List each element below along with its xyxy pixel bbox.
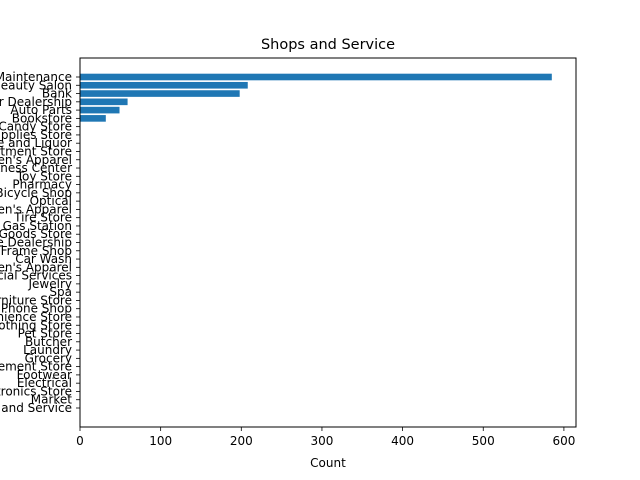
y-tick-label: Market xyxy=(31,393,73,407)
y-tick-label: Convenience Store xyxy=(0,310,72,324)
y-tick-label: Grocery xyxy=(25,351,72,365)
bar xyxy=(80,73,552,81)
y-tick-label: Laundry xyxy=(23,343,72,357)
y-tick-label: Wine and Liquor xyxy=(0,136,72,150)
y-tick-label: Footwear xyxy=(17,368,72,382)
bar xyxy=(80,90,240,97)
y-tick-label: Candy Store xyxy=(0,120,72,134)
x-axis-label: Count xyxy=(310,456,346,470)
y-tick-label: Electrical xyxy=(17,376,72,390)
y-tick-label: Men's Apparel xyxy=(0,202,72,216)
y-tick-label: Women's Apparel xyxy=(0,153,72,167)
y-tick-label: Bicycle Shop xyxy=(0,186,72,200)
x-tick-label: 200 xyxy=(230,434,253,448)
y-tick-label: Clothing Store xyxy=(0,318,72,332)
y-tick-label: Office Supplies Store xyxy=(0,128,72,142)
y-tick-label: Car Wash xyxy=(15,252,72,266)
y-tick-label: Jewelry xyxy=(28,277,73,291)
y-tick-label: Beauty Salon xyxy=(0,78,72,92)
y-tick-label: Butcher xyxy=(25,335,72,349)
y-tick-label: Pharmacy xyxy=(12,178,72,192)
y-tick-label: Spa xyxy=(49,285,72,299)
x-tick-label: 0 xyxy=(76,434,84,448)
y-tick-label: Sporting Goods Store xyxy=(0,227,72,241)
y-tick-label: Tire Store xyxy=(13,211,72,225)
bar xyxy=(80,106,120,114)
y-tick-label: Auto Maintenance xyxy=(0,70,72,84)
y-tick-label: Toy Store xyxy=(16,169,72,183)
y-tick-label: Electronics Store xyxy=(0,384,72,398)
y-tick-label: Auto Parts xyxy=(10,103,72,117)
x-tick-label: 400 xyxy=(391,434,414,448)
x-tick-label: 500 xyxy=(472,434,495,448)
y-tick-label: Fitness Center xyxy=(0,161,72,175)
chart-title: Shops and Service xyxy=(261,37,395,53)
x-axis-ticks: 0 100 200 300 400 500 600 xyxy=(76,427,575,448)
y-tick-label: Optical xyxy=(30,194,72,208)
y-tick-label: Home Improvement Store xyxy=(0,360,72,374)
y-tick-label: Mobile Phone Shop xyxy=(0,302,72,316)
y-tick-label: Bookstore xyxy=(12,111,72,125)
y-tick-label: Gas Station xyxy=(3,219,72,233)
x-tick-label: 100 xyxy=(149,434,172,448)
bar xyxy=(80,98,128,106)
y-tick-label: Motorcycle Dealership xyxy=(0,236,72,250)
y-tick-label: Financial Services xyxy=(0,269,72,283)
y-tick-label: Department Store xyxy=(0,144,72,158)
bars-group xyxy=(80,73,552,122)
y-tick-label: Shops and Service xyxy=(0,401,72,415)
y-tick-label: Bank xyxy=(42,87,72,101)
bar xyxy=(80,81,248,89)
y-tick-label: Children's Apparel xyxy=(0,260,72,274)
y-tick-label: Pet Store xyxy=(18,327,72,341)
x-tick-label: 600 xyxy=(552,434,575,448)
y-tick-label: Frame Shop xyxy=(1,244,72,258)
x-tick-label: 300 xyxy=(310,434,333,448)
bar xyxy=(80,115,106,122)
y-tick-label: Furniture Store xyxy=(0,293,72,307)
plot-frame xyxy=(79,57,577,428)
y-tick-label: Car Dealership xyxy=(0,95,72,109)
